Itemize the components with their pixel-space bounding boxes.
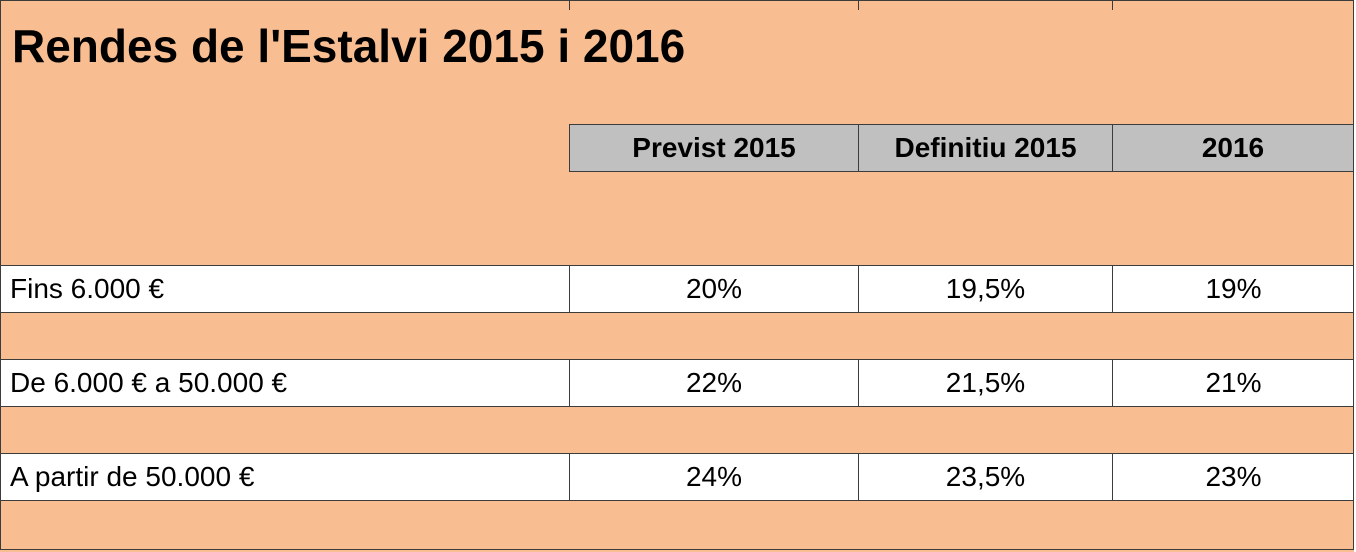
row-label-cell[interactable]: De 6.000 € a 50.000 € [0,360,569,406]
cell-value: 20% [685,273,743,304]
cell-value: 23,5% [945,461,1026,492]
cell-value: 19% [1205,273,1262,304]
grid-tick [858,0,859,10]
value-cell[interactable]: 19% [1112,266,1354,312]
cell-value: 19,5% [945,273,1026,304]
cell-value: 23% [1205,461,1262,492]
row-label: De 6.000 € a 50.000 € [10,367,288,398]
row-label-cell[interactable]: Fins 6.000 € [0,266,569,312]
column-header-2016[interactable]: 2016 [1112,124,1354,172]
row-label: A partir de 50.000 € [10,461,255,492]
cell-value: 24% [685,461,743,492]
table-row: Fins 6.000 € 20% 19,5% 19% [0,265,1354,313]
grid-tick [1112,0,1113,10]
value-cell[interactable]: 23% [1112,454,1354,500]
page-title: Rendes de l'Estalvi 2015 i 2016 [12,20,686,72]
row-label: Fins 6.000 € [10,273,165,304]
column-header-label: Previst 2015 [632,132,796,163]
column-header-definitiu-2015[interactable]: Definitiu 2015 [858,124,1113,172]
row-label-cell[interactable]: A partir de 50.000 € [0,454,569,500]
value-cell[interactable]: 23,5% [858,454,1112,500]
column-header-label: 2016 [1201,132,1265,163]
table-row: De 6.000 € a 50.000 € 22% 21,5% 21% [0,359,1354,407]
value-cell[interactable]: 24% [569,454,858,500]
column-header-previst-2015[interactable]: Previst 2015 [569,124,859,172]
cell-value: 21,5% [945,367,1026,398]
cell-value: 21% [1205,367,1262,398]
grid-tick [569,0,570,10]
value-cell[interactable]: 19,5% [858,266,1112,312]
cell-value: 22% [685,367,743,398]
value-cell[interactable]: 22% [569,360,858,406]
right-gutter [1354,0,1356,552]
column-header-label: Definitiu 2015 [894,132,1077,163]
value-cell[interactable]: 21,5% [858,360,1112,406]
value-cell[interactable]: 20% [569,266,858,312]
table-row: A partir de 50.000 € 24% 23,5% 23% [0,453,1354,501]
value-cell[interactable]: 21% [1112,360,1354,406]
